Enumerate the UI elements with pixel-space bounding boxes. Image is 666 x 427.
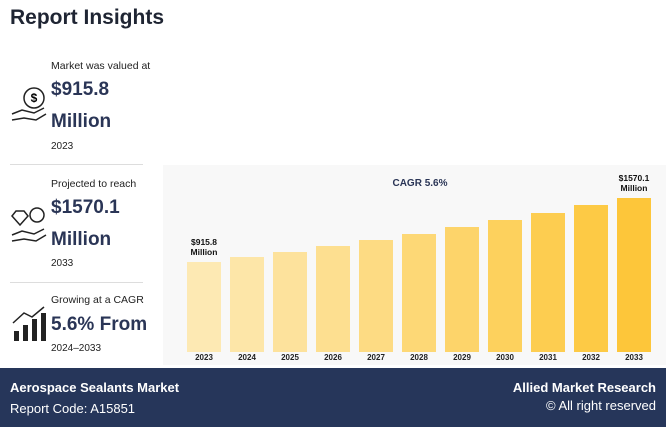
data-label: $1570.1 Million bbox=[618, 173, 650, 193]
x-tick-label: 2028 bbox=[410, 353, 428, 362]
icon-growth bbox=[12, 306, 46, 341]
stat-value: $1570.1 Million bbox=[51, 197, 120, 250]
stat-period: 2033 bbox=[51, 258, 74, 269]
x-tick-label: 2023 bbox=[195, 353, 213, 362]
x-tick-label: 2026 bbox=[324, 353, 342, 362]
footer: Aerospace Sealants Market Report Code: A… bbox=[0, 368, 666, 427]
x-tick-label: 2032 bbox=[582, 353, 600, 362]
icon-diamond bbox=[11, 207, 47, 242]
annotation: CAGR 5.6% bbox=[392, 178, 448, 189]
market-name: Aerospace Sealants Market bbox=[10, 380, 180, 395]
stat-period: 2023 bbox=[51, 141, 74, 152]
stat-period: 2024–2033 bbox=[51, 343, 102, 354]
x-tick-label: 2031 bbox=[539, 353, 557, 362]
stat-label: Market was valued at bbox=[51, 60, 151, 72]
title: Report Insights bbox=[10, 6, 165, 29]
x-tick-label: 2029 bbox=[453, 353, 471, 362]
rights: © All right reserved bbox=[545, 398, 656, 413]
bar bbox=[230, 257, 264, 352]
stat-value: $915.8 Million bbox=[51, 79, 112, 132]
report-code: Report Code: A15851 bbox=[10, 401, 136, 416]
x-tick-label: 2033 bbox=[625, 353, 643, 362]
separator bbox=[10, 164, 143, 165]
bar bbox=[531, 213, 565, 352]
brand: Allied Market Research bbox=[512, 380, 656, 395]
x-tick-label: 2027 bbox=[367, 353, 385, 362]
stat-label: Projected to reach bbox=[51, 178, 137, 190]
x-tick-label: 2030 bbox=[496, 353, 514, 362]
bar bbox=[488, 220, 522, 352]
bar bbox=[187, 262, 221, 352]
data-label: $915.8 Million bbox=[190, 237, 218, 258]
x-tick-label: 2024 bbox=[238, 353, 256, 362]
x-tick-label: 2025 bbox=[281, 353, 299, 362]
bar bbox=[359, 240, 393, 352]
bar bbox=[402, 234, 436, 352]
bar bbox=[574, 205, 608, 352]
bar bbox=[617, 198, 651, 352]
separator bbox=[10, 282, 143, 283]
stat-value: 5.6% From bbox=[51, 314, 148, 335]
icon-money: $ bbox=[11, 87, 47, 121]
bar bbox=[316, 246, 350, 352]
bar bbox=[273, 251, 307, 352]
stat-label: Growing at a CAGR bbox=[51, 294, 144, 306]
chart: 2023 $915.8 Million 2024 2025 2026 2027 2028 20… bbox=[163, 165, 666, 365]
bar bbox=[445, 227, 479, 352]
svg-text:$: $ bbox=[31, 91, 38, 105]
